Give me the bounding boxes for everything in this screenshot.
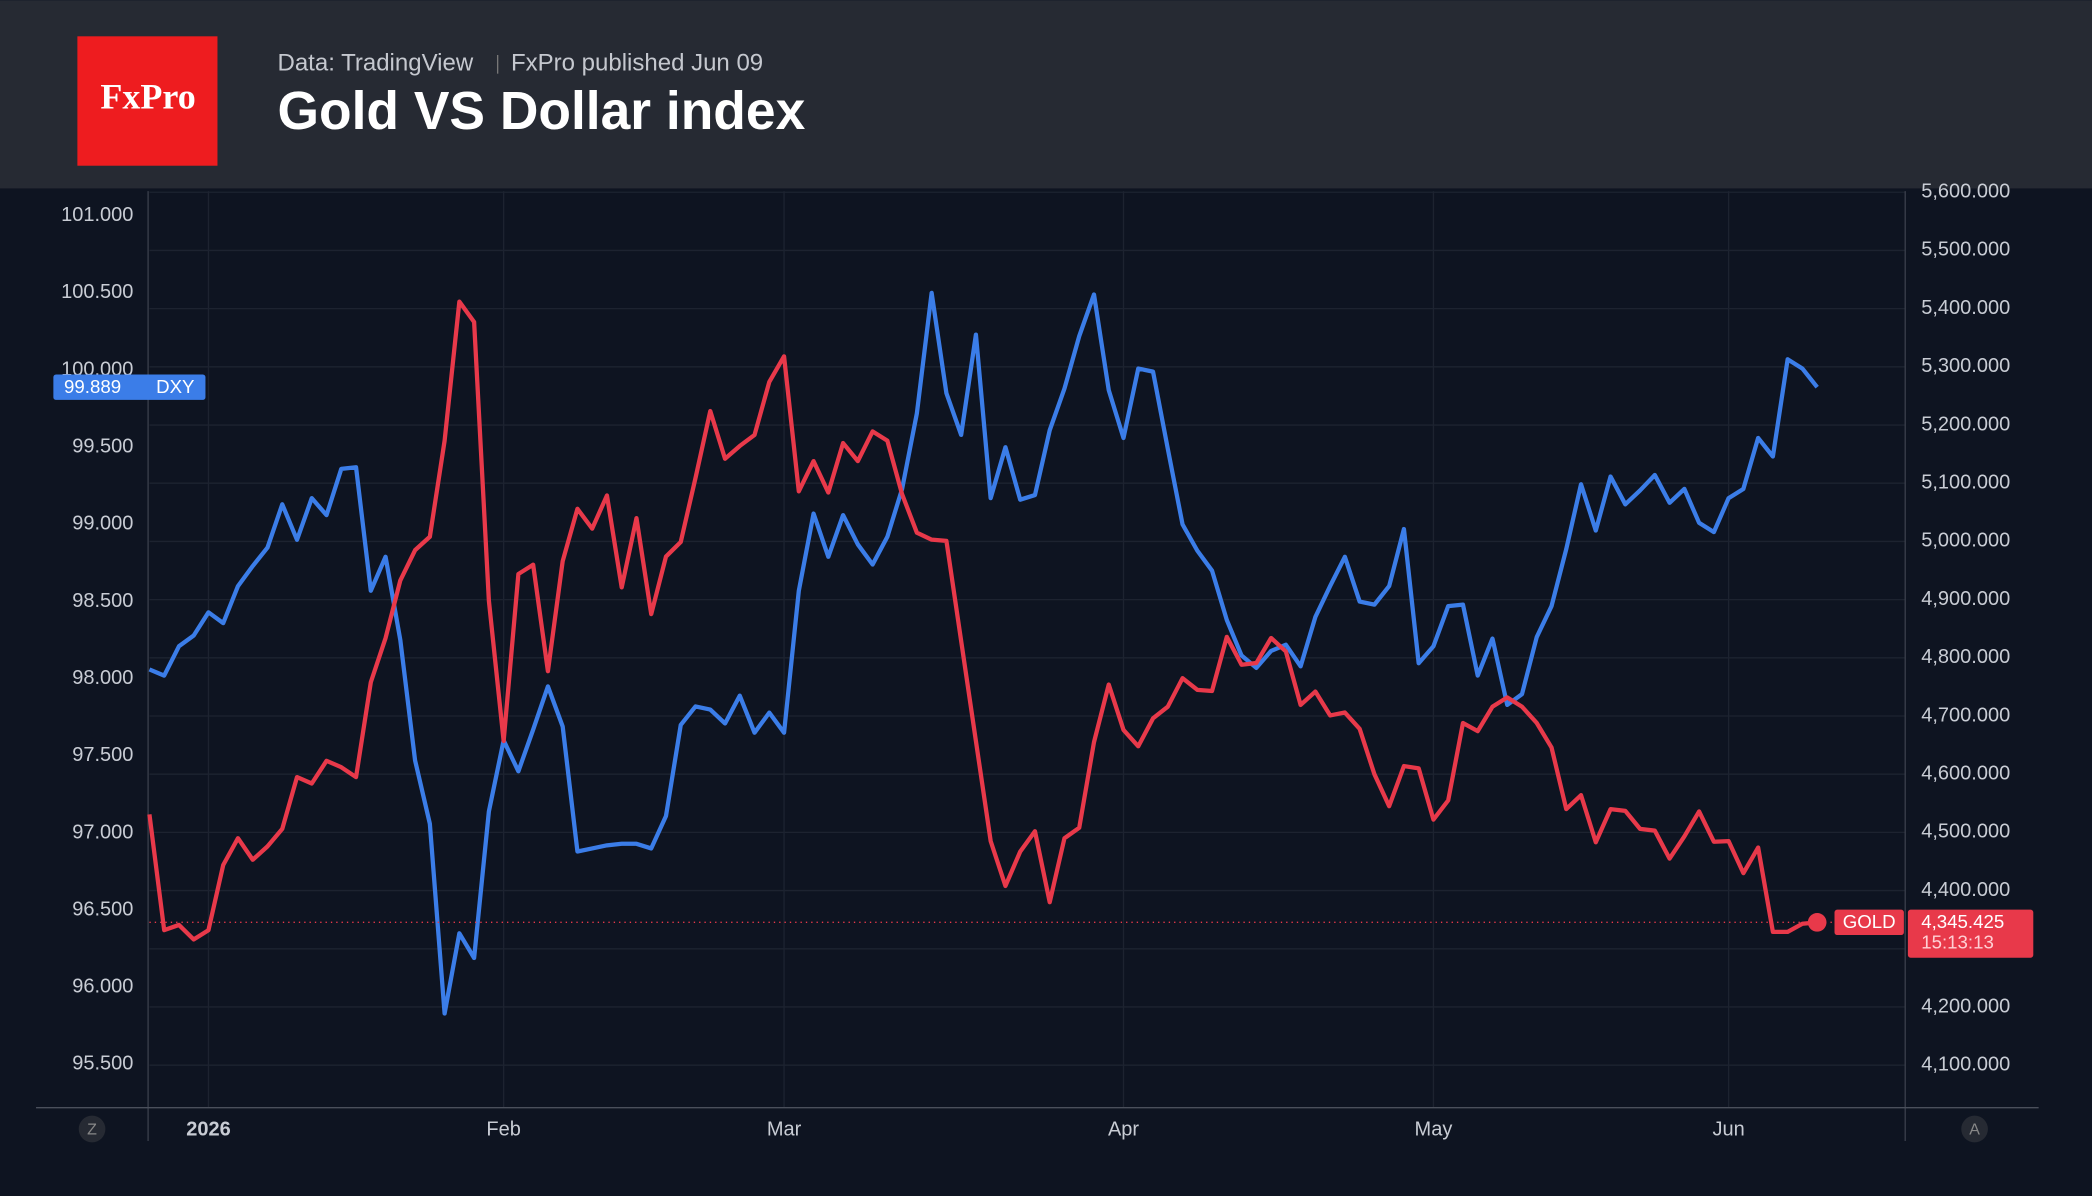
y2-tick-label: 4,800.000	[1921, 646, 2010, 668]
series-line	[148, 290, 1819, 1016]
y2-tick-label: 5,400.000	[1921, 297, 2010, 319]
published: FxPro published Jun 09	[511, 50, 763, 77]
y-tick-label: 96.000	[72, 976, 133, 998]
y2-tick-label: 4,200.000	[1921, 995, 2010, 1017]
logo: FxPro	[100, 77, 195, 117]
last-point	[1807, 913, 1827, 932]
x-tick-label: Feb	[486, 1119, 520, 1141]
price-tag-box	[53, 374, 206, 400]
zoom-button[interactable]	[78, 1115, 106, 1143]
x-tick-label: Mar	[767, 1119, 802, 1141]
price-tag-box	[1907, 909, 2034, 958]
y2-tick-label: 5,600.000	[1921, 181, 2010, 203]
y2-tick-label: 4,700.000	[1921, 704, 2010, 726]
x-tick-label: May	[1415, 1119, 1453, 1141]
x-tick-label: 2026	[186, 1119, 231, 1141]
y-tick-label: 96.500	[72, 898, 133, 920]
y2-tick-label: 5,100.000	[1921, 471, 2010, 493]
y-tick-label: 101.000	[61, 204, 133, 226]
auto-button[interactable]	[1961, 1115, 1988, 1143]
y2-tick-label: 4,500.000	[1921, 821, 2010, 843]
x-tick-label: Jun	[1712, 1119, 1744, 1141]
price-tag-label: 4,345.425	[1921, 911, 2004, 932]
y2-tick-label: 5,300.000	[1921, 355, 2010, 377]
y-tick-label: 98.500	[72, 590, 133, 612]
legend-label: GOLD	[1843, 911, 1896, 932]
price-tag-label: 99.889	[64, 376, 121, 397]
y-tick-label: 97.500	[72, 744, 133, 766]
y2-tick-label: 4,100.000	[1921, 1053, 2010, 1075]
series-tag-box	[1834, 909, 1904, 936]
y-tick-label: 95.500	[72, 1053, 133, 1075]
y-tick-label: 99.000	[72, 513, 133, 535]
y-tick-label: 97.000	[72, 821, 133, 843]
y-tick-label: 99.500	[72, 436, 133, 458]
y2-tick-label: 4,600.000	[1921, 762, 2010, 784]
y2-tick-label: 4,900.000	[1921, 588, 2010, 610]
y2-tick-label: 5,200.000	[1921, 413, 2010, 435]
legend-label: DXY	[156, 376, 195, 397]
chart-title: Gold VS Dollar index	[278, 82, 806, 141]
y2-tick-label: 4,400.000	[1921, 879, 2010, 901]
series-line	[147, 299, 1818, 942]
auto-button-label[interactable]: A	[1969, 1122, 1980, 1139]
countdown-label: 15:13:13	[1921, 932, 1994, 953]
source: Data: TradingView	[278, 50, 474, 77]
x-tick-label: Apr	[1108, 1119, 1139, 1141]
y2-tick-label: 5,500.000	[1921, 239, 2010, 261]
y-tick-label: 100.500	[61, 281, 133, 303]
y-tick-label: 98.000	[72, 667, 133, 689]
logo-box	[77, 36, 218, 166]
zoom-button-label[interactable]: Z	[87, 1122, 97, 1139]
y2-tick-label: 5,000.000	[1921, 530, 2010, 552]
header-band	[0, 0, 2092, 189]
